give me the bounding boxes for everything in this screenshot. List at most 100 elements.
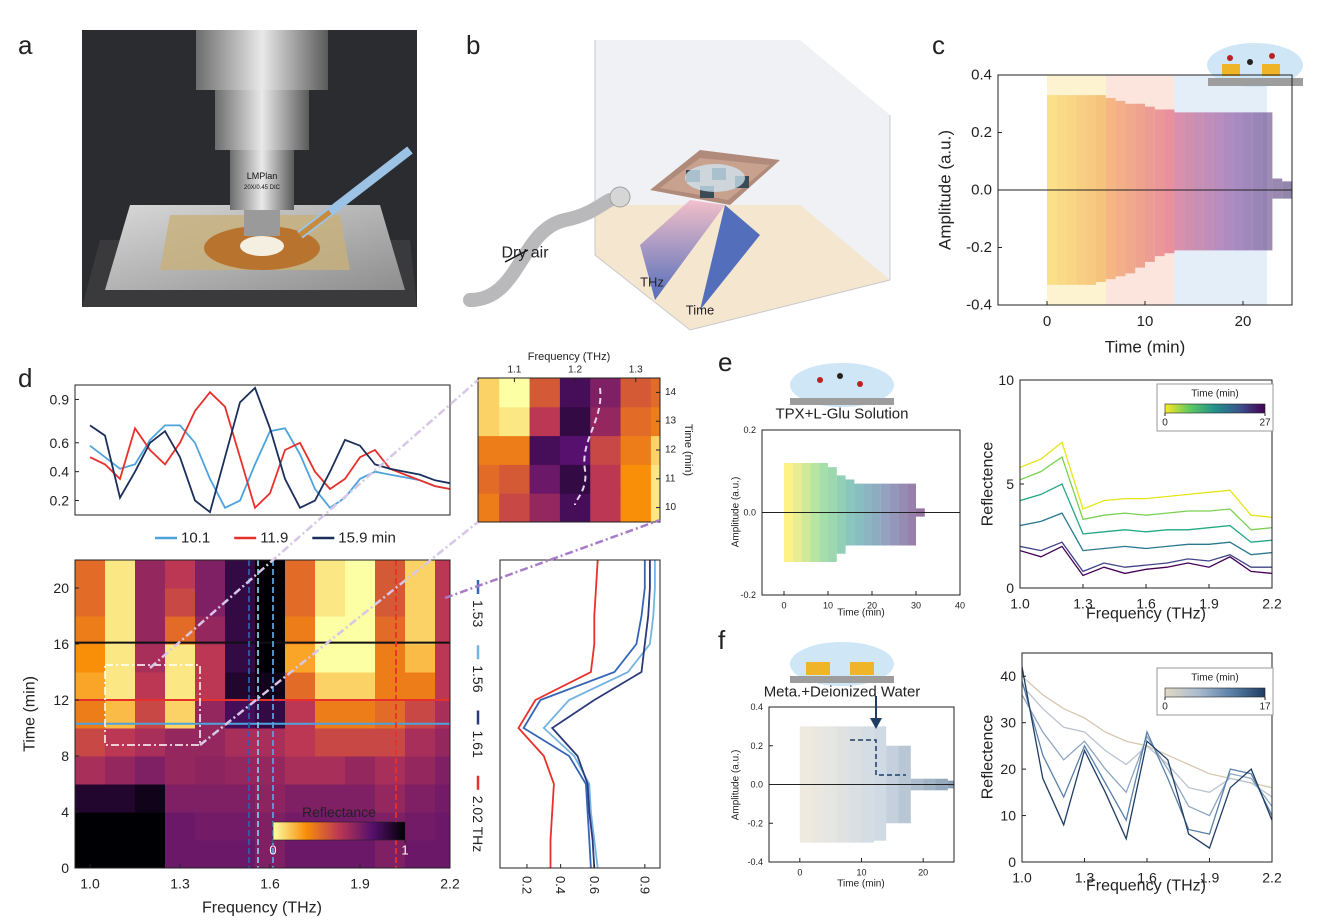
heat-cell — [165, 616, 196, 645]
colorbar-tick-label: 0 — [1162, 418, 1168, 429]
heat-cell — [105, 840, 136, 869]
heat-cell — [499, 407, 530, 436]
x-tick-label: 0 — [1043, 313, 1051, 330]
colorbar-label: Time (min) — [1191, 673, 1238, 684]
plot-area — [762, 463, 960, 562]
heat-cell — [195, 616, 226, 645]
heat-cell — [105, 756, 136, 785]
x-axis-label: Frequency (THz) — [202, 900, 322, 917]
series-line — [544, 560, 655, 868]
heat-cell — [499, 436, 530, 465]
y-tick-label: 10 — [1000, 808, 1016, 824]
heat-cell — [560, 493, 591, 522]
heat-cell — [75, 756, 106, 785]
y-axis-label: Time (min) — [682, 424, 694, 476]
colorbar — [1165, 688, 1265, 697]
x-tick-label: 1.0 — [80, 875, 100, 891]
schematic: Dry air THz Time — [470, 40, 890, 330]
sample-icon: TPX+L-Glu Solution — [776, 363, 909, 423]
heat-cell — [285, 588, 316, 617]
y-tick-label: -0.2 — [966, 239, 992, 256]
y-tick-label: 0.9 — [50, 391, 70, 407]
legend-label: 10.1 — [181, 530, 210, 547]
heat-cell — [285, 616, 316, 645]
heat-cell — [105, 560, 136, 589]
heat-cell — [105, 616, 136, 645]
x-axis-label: Frequency (THz) — [528, 351, 611, 363]
heat-cell — [560, 407, 591, 436]
y-tick-label: 8 — [61, 748, 69, 764]
heat-cell — [375, 756, 406, 785]
waveform-block — [898, 484, 907, 546]
y-tick-label: 10 — [665, 502, 677, 513]
plot-frame — [75, 385, 450, 515]
heat-cell — [375, 784, 406, 813]
waveform-block — [1194, 112, 1204, 250]
x-tick-label: 10 — [1137, 313, 1154, 330]
x-tick-label: 2.2 — [440, 875, 460, 891]
colorbar-label: Time (min) — [1191, 389, 1238, 400]
heat-cell — [105, 588, 136, 617]
legend-label: 15.9 min — [338, 530, 396, 547]
y-tick-label: 0.0 — [743, 508, 756, 518]
plot-frame — [500, 560, 660, 868]
x-tick-label: 20 — [1235, 313, 1252, 330]
heat-cell — [530, 493, 561, 522]
y-tick-label: 12 — [665, 445, 677, 456]
legend-label: 2.02 THz — [470, 796, 486, 853]
x-axis-label: Frequency (THz) — [1086, 606, 1206, 623]
y-tick-label: 0.6 — [50, 435, 70, 451]
x-axis-label: Frequency (THz) — [1086, 878, 1206, 895]
heat-cell — [315, 840, 346, 869]
x-tick-label: 40 — [955, 601, 965, 611]
waveform-block — [1135, 104, 1145, 268]
waveform-block — [872, 484, 881, 546]
heat-cell — [621, 464, 652, 493]
x-tick-label: 1.3 — [170, 875, 190, 891]
heat-cell — [135, 812, 166, 841]
legend-label: 1.61 — [470, 731, 486, 758]
plot-area — [469, 378, 682, 523]
plot-area — [1020, 442, 1272, 575]
series-line — [90, 425, 450, 507]
y-tick-label: 20 — [53, 580, 69, 596]
schematic-label: Time — [686, 303, 714, 318]
heat-cell — [345, 644, 376, 673]
heat-cell — [225, 784, 256, 813]
heat-cell — [165, 588, 196, 617]
waveform-block — [1125, 104, 1135, 274]
heat-cell — [75, 728, 106, 757]
x-tick-label: 20 — [918, 868, 928, 878]
panel-label: c — [932, 30, 945, 60]
heat-cell — [285, 644, 316, 673]
waveform-block — [1204, 112, 1214, 250]
heat-cell — [315, 756, 346, 785]
series-line — [1020, 546, 1272, 575]
heat-cell — [285, 756, 316, 785]
heat-cell — [75, 672, 106, 701]
panel-label: f — [718, 625, 726, 655]
x-tick-label: 1.3 — [629, 365, 643, 376]
heat-cell — [135, 616, 166, 645]
y-tick-label: 0 — [1008, 854, 1016, 870]
y-tick-label: 0.0 — [971, 182, 992, 199]
schematic-label: Dry air — [501, 245, 549, 262]
waveform-block — [1253, 112, 1263, 250]
heat-cell — [621, 493, 652, 522]
heat-cell — [105, 812, 136, 841]
heat-cell — [405, 616, 436, 645]
heat-cell — [75, 616, 106, 645]
heat-cell — [405, 840, 436, 869]
legend-label: 11.9 — [260, 530, 288, 547]
y-tick-label: 13 — [665, 416, 677, 427]
y-axis-label: Reflectence — [980, 715, 997, 800]
heat-cell — [590, 436, 621, 465]
figure: LMPlan 20X/0.45 DIC Dry air THz Time — [0, 0, 1322, 920]
x-tick-label: 0 — [797, 868, 802, 878]
heat-cell — [345, 756, 376, 785]
y-tick-label: -0.2 — [747, 818, 763, 828]
x-tick-label: 1.2 — [568, 365, 582, 376]
waveform-block — [907, 484, 916, 546]
series-line — [524, 560, 645, 868]
x-tick-label: 10 — [856, 868, 866, 878]
